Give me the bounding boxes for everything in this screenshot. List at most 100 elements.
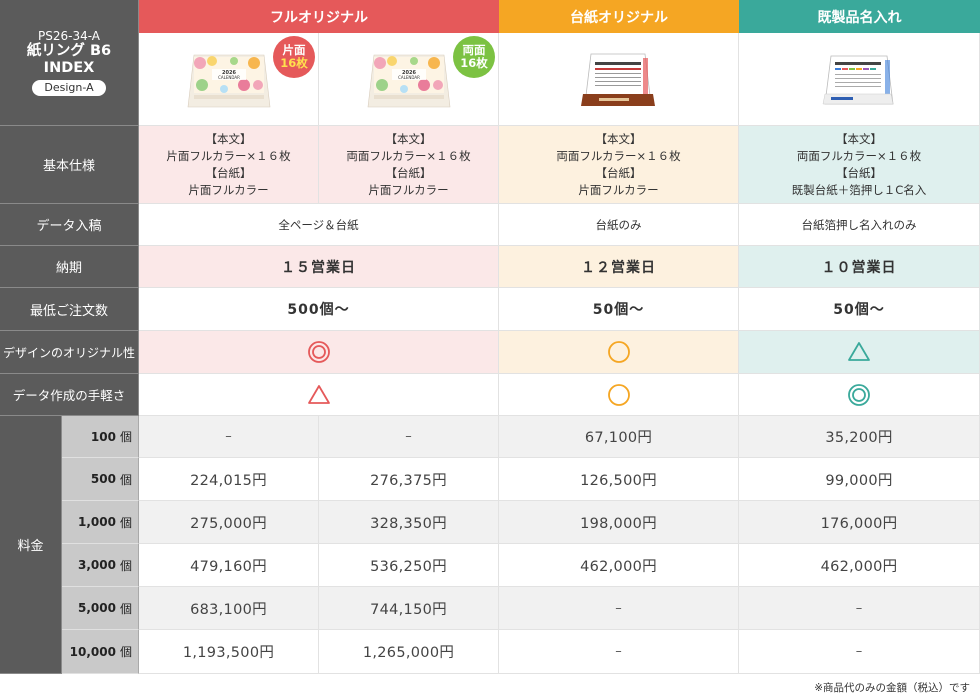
image-full-single: 2026 CALENDAR 片面 16枚 bbox=[139, 33, 319, 126]
price-full-double: 328,350円 bbox=[319, 501, 499, 544]
price-ready: – bbox=[739, 630, 980, 674]
svg-text:2026: 2026 bbox=[402, 70, 416, 76]
price-full-double: – bbox=[319, 416, 499, 458]
spec-text: 片面フルカラー bbox=[368, 182, 449, 197]
qty-value: 3,000 bbox=[78, 558, 116, 572]
product-code: PS26-34-A bbox=[38, 29, 100, 43]
double-circle-icon bbox=[307, 341, 330, 363]
svg-text:CALENDAR: CALENDAR bbox=[398, 75, 420, 80]
delivery-base: １２営業日 bbox=[499, 246, 739, 288]
double-sided-badge: 両面 16枚 bbox=[453, 36, 495, 78]
spec-text: 片面フルカラー bbox=[578, 182, 659, 197]
product-index: INDEX bbox=[43, 60, 95, 76]
triangle-icon bbox=[848, 342, 870, 361]
row-label-price: 料金 bbox=[0, 416, 62, 674]
qty-unit: 個 bbox=[119, 472, 132, 487]
price-base: – bbox=[499, 630, 739, 674]
badge-line1: 片面 bbox=[282, 43, 306, 57]
floral-calendar-image: 2026 CALENDAR bbox=[187, 54, 270, 108]
spec-text: 両面フルカラー×１６枚 bbox=[796, 148, 922, 163]
header-full-original: フルオリジナル bbox=[139, 0, 499, 33]
spec-heading: 【台紙】 bbox=[205, 165, 252, 180]
qty-value: 5,000 bbox=[78, 601, 116, 615]
price-full-single: 479,160円 bbox=[139, 544, 319, 587]
spec-heading: 【本文】 bbox=[385, 131, 432, 146]
qty-unit: 個 bbox=[119, 515, 132, 530]
price-ready: 35,200円 bbox=[739, 416, 980, 458]
calendar-base-image bbox=[580, 53, 655, 106]
originality-full bbox=[139, 331, 499, 374]
originality-base bbox=[499, 331, 739, 374]
delivery-full: １５営業日 bbox=[139, 246, 499, 288]
row-label-min-order: 最低ご注文数 bbox=[0, 288, 139, 331]
image-base-original bbox=[499, 33, 739, 126]
min-order-ready: 50個〜 bbox=[739, 288, 980, 331]
ease-ready bbox=[739, 374, 980, 416]
qty-label: 10,000 個 bbox=[62, 630, 139, 674]
qty-label: 5,000 個 bbox=[62, 587, 139, 630]
product-name: 紙リング B6 bbox=[26, 43, 112, 59]
calendar-ready-image bbox=[822, 55, 894, 105]
price-full-single: 1,193,500円 bbox=[139, 630, 319, 674]
header-base-original: 台紙オリジナル bbox=[499, 0, 739, 33]
spec-text: 両面フルカラー×１６枚 bbox=[346, 148, 471, 163]
price-ready: 176,000円 bbox=[739, 501, 980, 544]
price-full-single: 683,100円 bbox=[139, 587, 319, 630]
price-full-double: 744,150円 bbox=[319, 587, 499, 630]
spec-heading: 【台紙】 bbox=[385, 165, 432, 180]
spec-heading: 【台紙】 bbox=[595, 165, 642, 180]
spec-text: 片面フルカラー×１６枚 bbox=[166, 148, 291, 163]
data-ready: 台紙箔押し名入れのみ bbox=[739, 204, 980, 246]
price-ready: – bbox=[739, 587, 980, 630]
row-label-spec: 基本仕様 bbox=[0, 126, 139, 204]
row-label-originality: デザインのオリジナル性 bbox=[0, 331, 139, 374]
price-ready: 99,000円 bbox=[739, 458, 980, 501]
spec-text: 片面フルカラー bbox=[188, 182, 269, 197]
data-base: 台紙のみ bbox=[499, 204, 739, 246]
spec-full-single: 【本文】 片面フルカラー×１６枚 【台紙】 片面フルカラー bbox=[139, 126, 319, 204]
spec-heading: 【本文】 bbox=[595, 131, 642, 146]
tax-note: ※商品代のみの金額（税込）です bbox=[814, 682, 970, 694]
qty-value: 1,000 bbox=[78, 515, 116, 529]
single-sided-badge: 片面 16枚 bbox=[273, 36, 315, 78]
floral-calendar-image: 2026 CALENDAR bbox=[367, 54, 450, 108]
qty-value: 500 bbox=[90, 472, 116, 486]
min-order-full: 500個〜 bbox=[139, 288, 499, 331]
double-circle-icon bbox=[848, 383, 870, 406]
comparison-table: PS26-34-A 紙リング B6 INDEX Design-A フルオリジナル… bbox=[0, 0, 980, 674]
ease-base bbox=[499, 374, 739, 416]
spec-text: 既製台紙＋箔押し１C名入 bbox=[791, 182, 927, 197]
spec-text: 両面フルカラー×１６枚 bbox=[556, 148, 681, 163]
qty-unit: 個 bbox=[119, 601, 132, 616]
qty-value: 100 bbox=[90, 429, 116, 444]
price-full-double: 276,375円 bbox=[319, 458, 499, 501]
row-label-data: データ入稿 bbox=[0, 204, 139, 246]
qty-label: 1,000 個 bbox=[62, 501, 139, 544]
originality-ready bbox=[739, 331, 980, 374]
row-label-ease: データ作成の手軽さ bbox=[0, 374, 139, 416]
product-title-block: PS26-34-A 紙リング B6 INDEX Design-A bbox=[0, 0, 139, 126]
price-base: 67,100円 bbox=[499, 416, 739, 458]
price-full-double: 536,250円 bbox=[319, 544, 499, 587]
min-order-base: 50個〜 bbox=[499, 288, 739, 331]
row-label-delivery: 納期 bbox=[0, 246, 139, 288]
price-base: 462,000円 bbox=[499, 544, 739, 587]
qty-label: 500 個 bbox=[62, 458, 139, 501]
price-ready: 462,000円 bbox=[739, 544, 980, 587]
qty-unit: 個 bbox=[119, 645, 132, 659]
qty-label: 100 個 bbox=[62, 416, 139, 458]
price-full-single: 224,015円 bbox=[139, 458, 319, 501]
price-full-single: – bbox=[139, 416, 319, 458]
image-ready-made bbox=[739, 33, 980, 126]
circle-icon bbox=[607, 341, 630, 363]
spec-heading: 【本文】 bbox=[205, 131, 252, 146]
ease-full bbox=[139, 374, 499, 416]
price-base: 126,500円 bbox=[499, 458, 739, 501]
design-pill: Design-A bbox=[32, 80, 106, 96]
svg-text:2026: 2026 bbox=[222, 70, 236, 76]
price-full-single: 275,000円 bbox=[139, 501, 319, 544]
spec-heading: 【本文】 bbox=[836, 131, 882, 146]
badge-line2: 16枚 bbox=[460, 56, 488, 70]
price-base: – bbox=[499, 587, 739, 630]
delivery-ready: １０営業日 bbox=[739, 246, 980, 288]
